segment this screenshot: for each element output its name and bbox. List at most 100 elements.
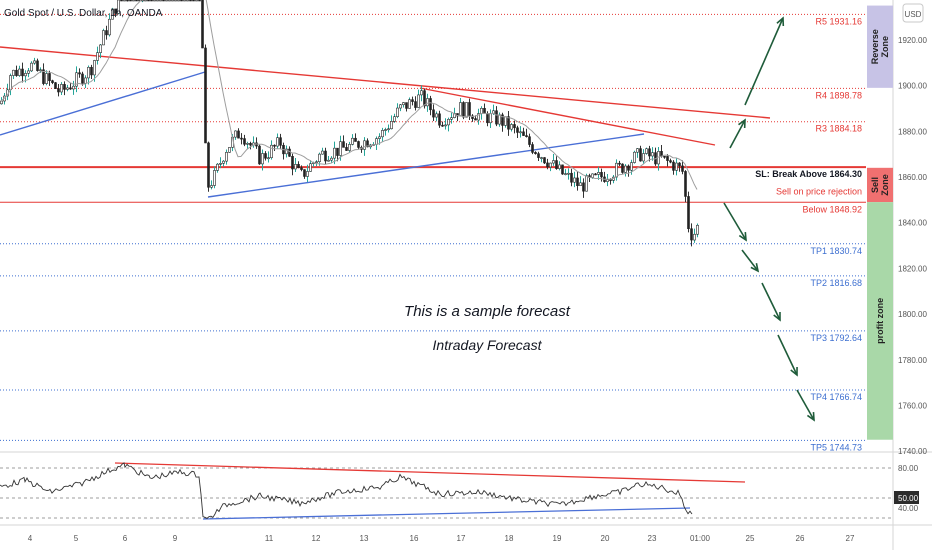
candle-body <box>648 148 651 157</box>
candle-body <box>696 224 699 235</box>
candle-body <box>219 163 222 165</box>
candle-body <box>300 167 303 170</box>
candle-body <box>357 141 360 148</box>
support-trendline-main <box>207 133 645 198</box>
candle-body <box>585 175 588 192</box>
level-label-tp1: TP1 1830.74 <box>810 246 862 256</box>
candle-body <box>645 148 648 154</box>
currency-button-label: USD <box>905 10 922 19</box>
candle-body <box>129 0 132 2</box>
candle-body <box>396 107 399 117</box>
candle-body <box>681 165 684 172</box>
candle-body <box>192 0 195 2</box>
resistance-trendline-long <box>0 46 771 119</box>
candle-body <box>168 0 171 2</box>
time-tick-label: 12 <box>312 534 321 543</box>
time-tick-label: 5 <box>74 534 79 543</box>
moving-average-line <box>0 0 698 190</box>
candle-body <box>432 109 435 118</box>
candle-body <box>120 0 123 2</box>
candle-body <box>72 85 75 90</box>
rsi-value-label: 50.00 <box>898 494 919 503</box>
level-label-tp4: TP4 1766.74 <box>810 392 862 402</box>
candle-body <box>228 147 231 153</box>
candle-body <box>489 113 492 124</box>
level-label-r5: R5 1931.16 <box>815 16 862 26</box>
time-tick-label: 17 <box>457 534 466 543</box>
candle-body <box>288 148 291 157</box>
candle-body <box>315 161 318 164</box>
candle-body <box>51 80 54 83</box>
level-label-sell: Below 1848.92 <box>802 204 862 214</box>
main-pane[interactable] <box>0 0 893 452</box>
candle-body <box>291 156 294 170</box>
time-tick-label: 01:00 <box>690 534 711 543</box>
support-trendline-left <box>0 71 206 136</box>
zone-label-sell-zone: SellZone <box>870 174 890 196</box>
candle-body <box>84 77 87 84</box>
candle-body <box>525 135 528 138</box>
candle-body <box>687 196 690 230</box>
candle-body <box>483 107 486 114</box>
candle-body <box>249 143 252 146</box>
candle-body <box>597 172 600 175</box>
candle-body <box>534 152 537 154</box>
candle-body <box>471 115 474 119</box>
candle-body <box>144 0 147 2</box>
rsi-line <box>0 462 693 519</box>
candle-body <box>537 153 540 158</box>
candle-body <box>642 153 645 162</box>
candle-body <box>258 145 261 165</box>
candle-body <box>174 0 177 2</box>
candle-body <box>240 137 243 140</box>
candle-body <box>552 160 555 164</box>
candle-body <box>225 151 228 162</box>
candle-body <box>651 152 654 157</box>
candle-body <box>87 66 90 79</box>
level-label-r4: R4 1898.78 <box>815 90 862 100</box>
forecast-arrow <box>744 17 784 106</box>
candle-body <box>570 172 573 183</box>
candle-body <box>426 98 429 107</box>
candle-body <box>582 182 585 192</box>
candle-body <box>69 87 72 90</box>
candle-body <box>30 62 33 72</box>
candle-body <box>318 153 321 163</box>
candle-body <box>303 169 306 177</box>
candle-body <box>96 52 99 61</box>
rsi-support-trendline <box>202 507 691 520</box>
candle-body <box>444 124 447 127</box>
candle-body <box>528 136 531 145</box>
candle-body <box>375 138 378 145</box>
candle-body <box>468 102 471 117</box>
candle-body <box>348 144 351 151</box>
candle-body <box>195 0 198 2</box>
candle-body <box>66 87 69 90</box>
candle-body <box>504 116 507 126</box>
candle-body <box>447 118 450 126</box>
candle-body <box>153 0 156 2</box>
rsi-value-badge <box>894 491 919 504</box>
candle-body <box>438 113 441 126</box>
candle-body <box>54 82 57 89</box>
currency-button[interactable] <box>902 3 924 23</box>
candle-body <box>156 0 159 2</box>
candle-body <box>627 165 630 171</box>
forecast-arrow-head <box>806 411 815 422</box>
candle-body <box>141 0 144 2</box>
candle-body <box>531 144 534 153</box>
candle-body <box>573 177 576 183</box>
candle-body <box>0 100 3 105</box>
candle-body <box>285 148 288 155</box>
level-label-tp2: TP2 1816.68 <box>810 278 862 288</box>
symbol-title: Gold Spot / U.S. Dollar, 1h, OANDA <box>4 8 163 19</box>
candle-body <box>543 157 546 164</box>
time-tick-label: 19 <box>553 534 562 543</box>
candle-body <box>201 0 204 49</box>
candle-body <box>459 102 462 117</box>
candle-body <box>423 90 426 107</box>
annotation-sample-forecast: This is a sample forecast <box>404 303 571 320</box>
time-tick-label: 6 <box>123 534 128 543</box>
